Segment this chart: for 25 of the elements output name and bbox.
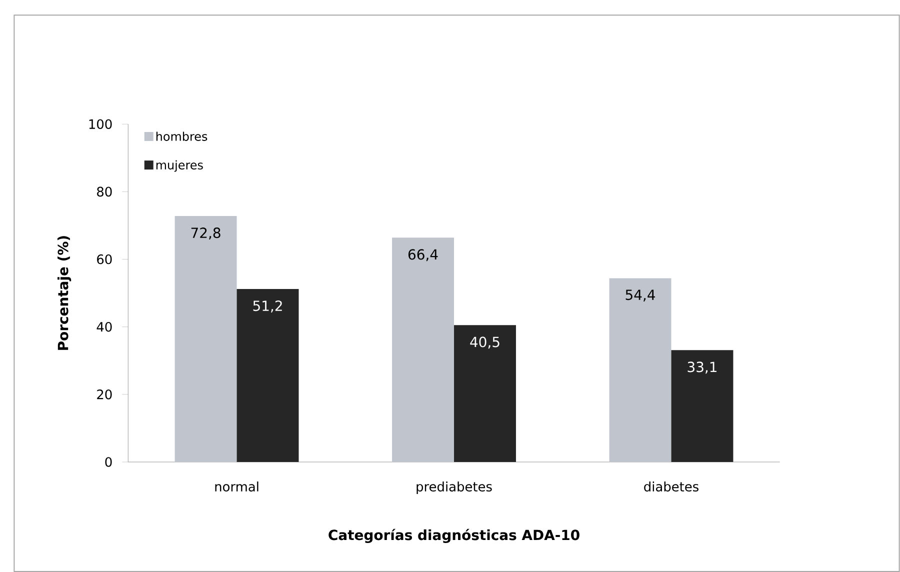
y-axis-title: Porcentaje (%) [57, 236, 72, 350]
y-tick-label: 60 [97, 254, 112, 264]
x-tick-label: prediabetes [416, 481, 492, 494]
y-tick-label: 100 [89, 119, 112, 129]
data-label: 54,4 [626, 290, 655, 302]
bar [671, 350, 734, 462]
bar [454, 325, 516, 462]
x-tick-label: diabetes [644, 481, 698, 492]
x-tick-label: normal [215, 481, 258, 492]
bar [236, 288, 299, 462]
data-label: 51,2 [253, 300, 282, 312]
bar [174, 216, 237, 462]
data-label: 33,1 [688, 362, 716, 374]
y-tick-label: 80 [97, 186, 112, 197]
bar [609, 278, 672, 462]
bar [392, 238, 454, 462]
data-label: 66,4 [408, 249, 438, 262]
x-axis-title: Categorías diagnósticas ADA-10 [328, 528, 580, 543]
data-label: 40,5 [470, 336, 500, 349]
legend-label: hombres [156, 132, 208, 141]
data-label: 72,8 [191, 227, 220, 240]
y-tick-label: 20 [97, 389, 112, 400]
legend-label: mujeres [156, 160, 203, 172]
y-tick-label: 0 [105, 457, 112, 467]
y-tick-label: 40 [96, 322, 112, 332]
